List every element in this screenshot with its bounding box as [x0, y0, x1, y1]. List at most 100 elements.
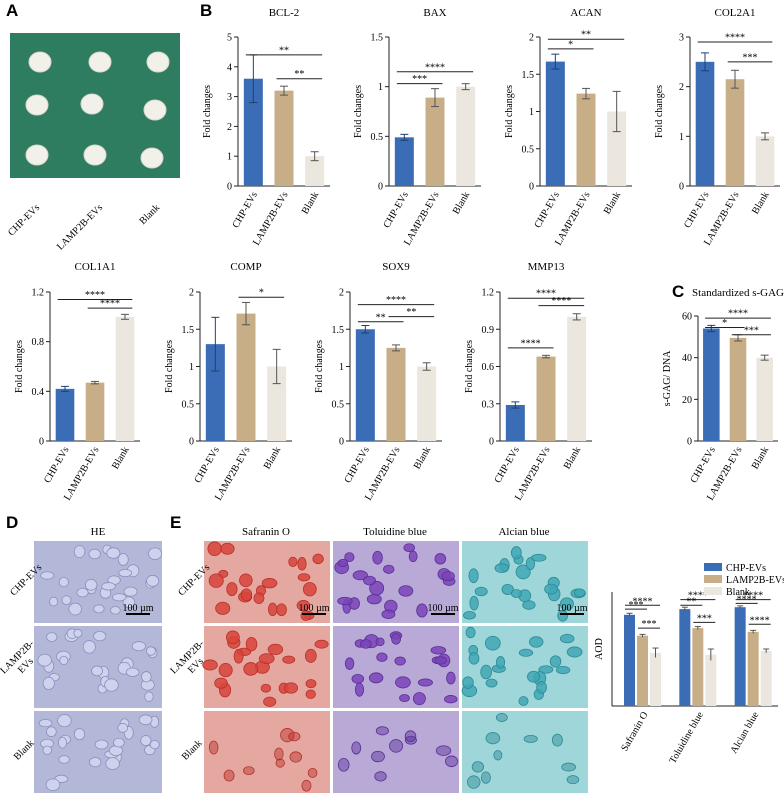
stained-cell	[398, 585, 414, 597]
y-tick-label: 1	[679, 132, 684, 143]
cell-lacuna	[76, 587, 89, 598]
stained-cell	[225, 630, 240, 645]
bar-blank	[456, 86, 476, 186]
bar-blank	[705, 654, 717, 706]
stained-cell	[501, 583, 514, 595]
cell-lacuna	[82, 640, 96, 654]
panel-label-e: E	[170, 513, 181, 532]
bar-lamp2b-evs	[637, 635, 648, 706]
y-tick-label: 3	[679, 33, 684, 44]
cell-lacuna	[101, 582, 116, 591]
cell-lacuna	[123, 586, 138, 597]
cell-lacuna	[84, 579, 98, 591]
stain-scale-label: 100 µm	[427, 603, 458, 614]
y-tick-label: 0.5	[371, 132, 384, 143]
stained-cell	[468, 652, 480, 665]
significance-label: **	[279, 45, 289, 56]
he-title: HE	[91, 526, 106, 538]
significance-label: ****	[750, 615, 770, 626]
chart-sgag: Standardized s-GAG 0 20 40 60 s-GAG/ DNA CHP-E…	[662, 287, 784, 502]
cell-lacuna	[38, 719, 53, 728]
y-axis-label: Fold changes	[202, 85, 213, 138]
stained-cell	[351, 741, 362, 755]
stained-cell	[485, 678, 498, 688]
cell-lacuna	[146, 574, 160, 587]
panel-label-b: B	[200, 1, 212, 20]
stained-cell	[394, 656, 406, 666]
stain-scale-label: 100 µm	[298, 603, 329, 614]
y-axis-label: Fold changes	[353, 85, 364, 138]
stained-cell	[465, 626, 476, 639]
y-tick-label: 0.4	[32, 387, 45, 398]
stained-cell	[214, 677, 228, 689]
cell-lacuna	[58, 577, 69, 588]
y-tick-label: 0.9	[482, 325, 495, 336]
significance-label: ****	[100, 299, 120, 310]
significance-label: **	[376, 312, 386, 323]
panel-label-a: A	[6, 1, 18, 20]
stained-cell	[337, 596, 353, 606]
y-tick-label: 1	[227, 152, 232, 163]
bar-lamp2b-evs	[236, 313, 256, 441]
pellet-6	[25, 144, 49, 166]
stained-cell	[289, 751, 302, 763]
y-tick-label: 1	[189, 362, 194, 373]
y-axis-label: Fold changes	[314, 340, 325, 393]
cell-lacuna	[118, 568, 133, 578]
cell-lacuna	[73, 628, 83, 638]
stained-cell	[480, 771, 491, 784]
y-tick-label: 0.5	[332, 399, 345, 410]
stained-cell	[288, 556, 298, 567]
cell-lacuna	[104, 678, 119, 692]
bar-chp-evs	[243, 78, 263, 186]
pellet-5	[143, 99, 167, 121]
stained-cell	[307, 767, 318, 778]
stained-cell	[360, 639, 372, 649]
stain-image-safranin	[204, 711, 330, 793]
chart-title: COL1A1	[75, 261, 116, 273]
chart-title: Standardized s-GAG	[692, 287, 784, 299]
stained-cell	[368, 672, 384, 684]
panel-label-d: D	[6, 513, 18, 532]
cell-lacuna	[93, 630, 107, 642]
pellet-2	[146, 51, 170, 73]
stained-cell	[463, 611, 476, 620]
category-label: CHP-EVs	[688, 445, 718, 485]
bar-blank	[417, 366, 437, 441]
stained-cell	[260, 683, 272, 693]
y-axis-label: Fold changes	[14, 340, 25, 393]
y-tick-label: 0.8	[32, 337, 45, 348]
bar-chp-evs	[505, 404, 525, 441]
significance-label: ****	[633, 596, 653, 607]
y-tick-label: 20	[682, 395, 692, 406]
stained-cell	[372, 550, 383, 565]
stained-cell	[352, 570, 368, 581]
significance-label: *	[259, 288, 264, 299]
significance-label: ****	[425, 62, 445, 73]
y-tick-label: 0	[489, 437, 494, 448]
stained-cell	[268, 602, 278, 617]
bar-chp-evs	[695, 61, 715, 187]
chart-title: COL2A1	[715, 7, 756, 19]
y-axis-label: Fold changes	[504, 85, 515, 138]
category-label: Blank	[300, 190, 321, 216]
y-tick-label: 3	[227, 92, 232, 103]
stained-cell	[566, 775, 580, 785]
stained-cell	[495, 713, 508, 722]
stained-cell	[412, 692, 426, 706]
category-label: Blank	[602, 190, 623, 216]
category-label: CHP-EVs	[381, 190, 411, 230]
stained-cell	[518, 696, 529, 706]
stained-cell	[202, 659, 218, 671]
cell-lacuna	[105, 757, 120, 770]
stained-cell	[471, 761, 484, 773]
significance-label: ****	[743, 591, 763, 602]
stained-cell	[371, 750, 385, 763]
stained-cell	[395, 676, 411, 689]
cell-lacuna	[122, 596, 136, 609]
bar-chp-evs	[734, 607, 746, 706]
bar-chp-evs	[205, 344, 225, 441]
stained-cell	[261, 578, 278, 589]
stained-cell	[391, 632, 402, 645]
